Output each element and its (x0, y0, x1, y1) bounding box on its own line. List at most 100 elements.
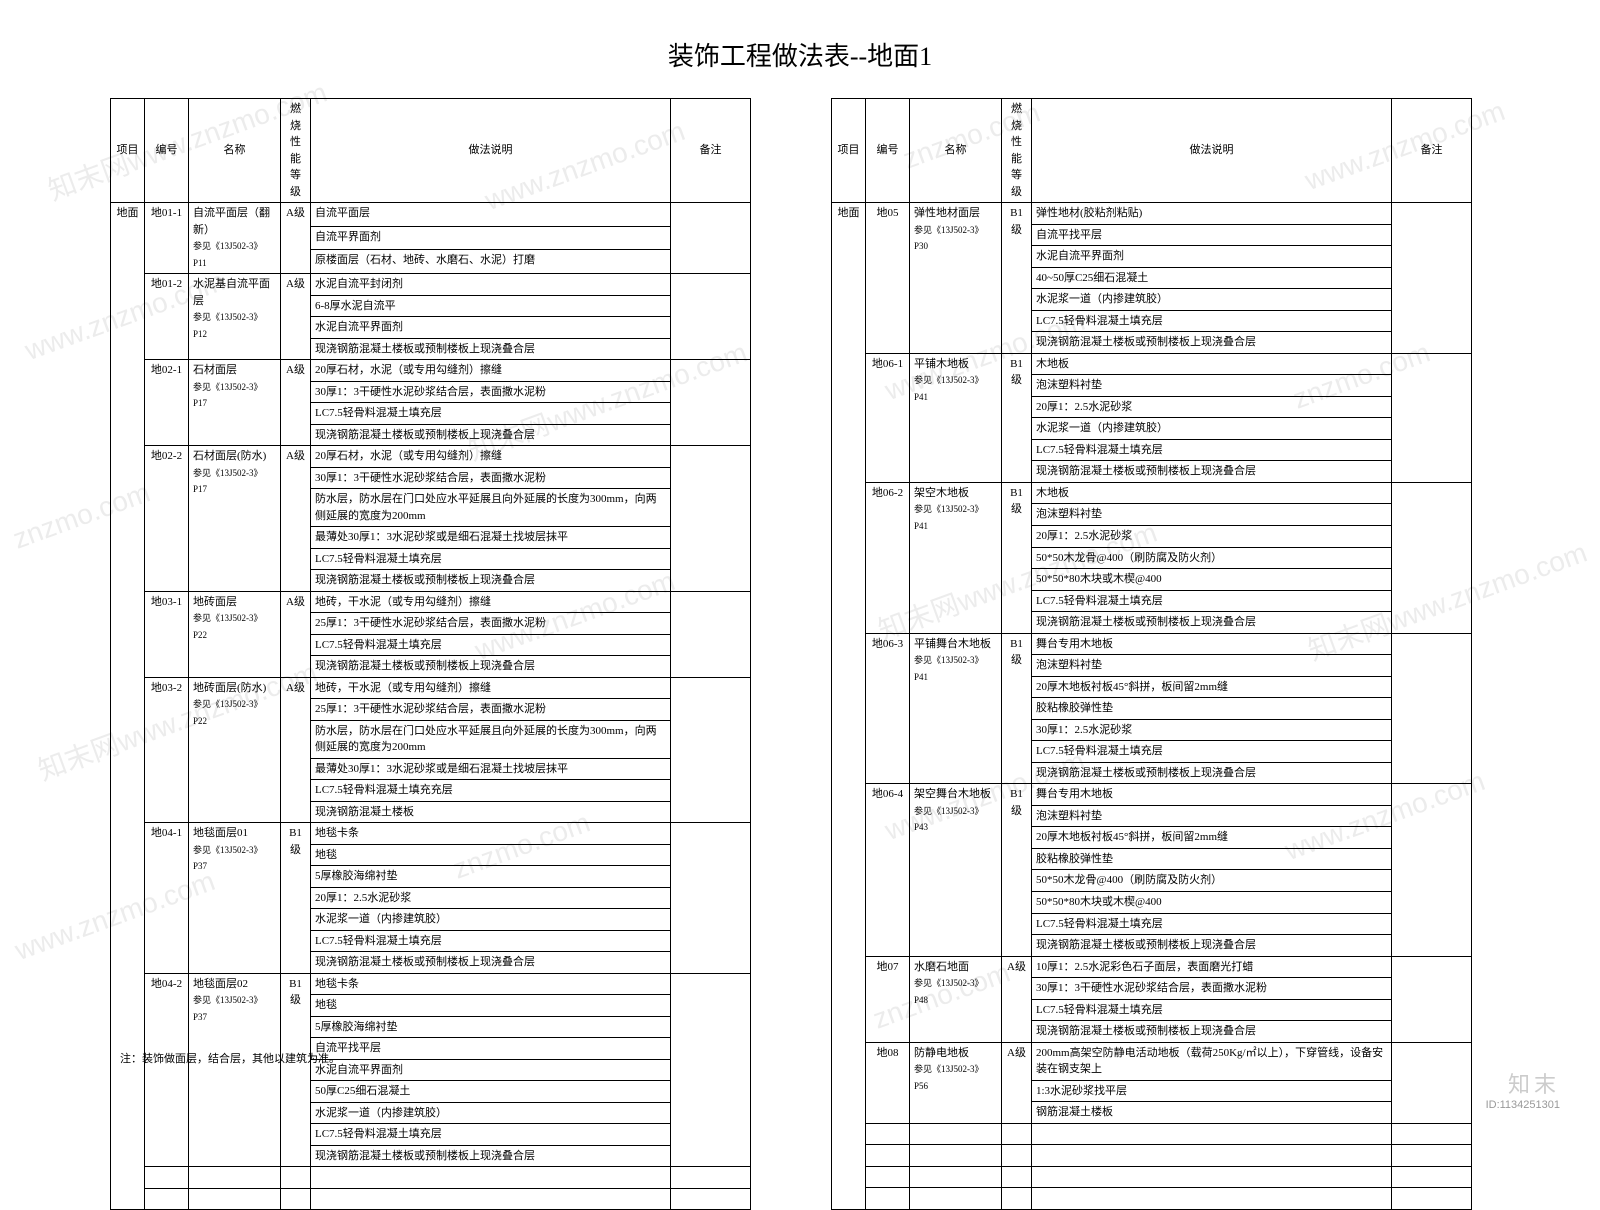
name-cell: 平铺木地板参见《13J502-3》P41 (910, 353, 1002, 482)
desc-cell: 舞台专用木地板 (1032, 784, 1392, 806)
name-cell: 地毯面层02参见《13J502-3》P37 (189, 973, 281, 1167)
desc-cell: 防水层，防水层在门口处应水平延展且向外延展的长度为300mm，向两侧延展的宽度为… (311, 489, 671, 527)
desc-cell: LC7.5轻骨料混凝土填充层 (1032, 741, 1392, 763)
desc-cell: 水泥自流平界面剂 (311, 1059, 671, 1081)
name-cell: 地毯面层01参见《13J502-3》P37 (189, 823, 281, 974)
table-row: 地04-1地毯面层01参见《13J502-3》P37B1级地毯卡条 (111, 823, 751, 845)
note-cell (1392, 353, 1472, 482)
name-cell: 地砖面层参见《13J502-3》P22 (189, 591, 281, 677)
grade-cell (1002, 1188, 1032, 1210)
desc-cell: 水泥浆一道（内掺建筑胶） (1032, 289, 1392, 311)
desc-cell: 现浇钢筋混凝土楼板或预制楼板上现浇叠合层 (311, 1145, 671, 1167)
th-grade: 燃烧性 能等级 (281, 99, 311, 203)
th-code: 编号 (866, 99, 910, 203)
desc-cell: 木地板 (1032, 482, 1392, 504)
grade-cell: A级 (281, 591, 311, 677)
note-cell (1392, 633, 1472, 784)
desc-cell: 20厚1：2.5水泥砂浆 (1032, 525, 1392, 547)
desc-cell: 水泥浆一道（内掺建筑胶） (1032, 418, 1392, 440)
desc-cell: 30厚1：2.5水泥砂浆 (1032, 719, 1392, 741)
desc-cell: 现浇钢筋混凝土楼板或预制楼板上现浇叠合层 (1032, 461, 1392, 483)
desc-cell: LC7.5轻骨料混凝土填充层 (311, 1124, 671, 1146)
table-row: 地面地01-1自流平面层（翻新）参见《13J502-3》P11A级自流平面层 (111, 203, 751, 227)
table-row: 地01-2水泥基自流平面层参见《13J502-3》P12A级水泥自流平封闭剂 (111, 274, 751, 296)
grade-cell (1002, 1145, 1032, 1167)
th-proj: 项目 (832, 99, 866, 203)
code-cell (866, 1166, 910, 1188)
desc-cell: LC7.5轻骨料混凝土填充充层 (311, 780, 671, 802)
desc-cell: 50*50木龙骨@400（刷防腐及防火剂） (1032, 547, 1392, 569)
grade-cell: A级 (1002, 956, 1032, 1042)
page-title: 装饰工程做法表--地面1 (0, 36, 1600, 73)
th-grade: 燃烧性 能等级 (1002, 99, 1032, 203)
desc-cell (311, 1167, 671, 1189)
desc-cell: 50厚C25细石混凝土 (311, 1081, 671, 1103)
note-cell (1392, 784, 1472, 956)
code-cell: 地06-2 (866, 482, 910, 633)
table-row (832, 1188, 1472, 1210)
desc-cell: 舞台专用木地板 (1032, 633, 1392, 655)
grade-cell (281, 1188, 311, 1210)
note-cell (671, 1188, 751, 1210)
desc-cell: LC7.5轻骨料混凝土填充层 (1032, 913, 1392, 935)
table-row: 地03-1地砖面层参见《13J502-3》P22A级地砖，干水泥（或专用勾缝剂）… (111, 591, 751, 613)
desc-cell: 现浇钢筋混凝土楼板或预制楼板上现浇叠合层 (1032, 935, 1392, 957)
desc-cell (311, 1188, 671, 1210)
note-cell (1392, 1145, 1472, 1167)
desc-cell: 50*50*80木块或木楔@400 (1032, 892, 1392, 914)
name-cell: 水泥基自流平面层参见《13J502-3》P12 (189, 274, 281, 360)
table-row: 地08防静电地板参见《13J502-3》P56A级200mm高架空防静电活动地板… (832, 1042, 1472, 1080)
desc-cell: 现浇钢筋混凝土楼板或预制楼板上现浇叠合层 (311, 338, 671, 360)
note-cell (671, 591, 751, 677)
code-cell (145, 1188, 189, 1210)
desc-cell: 现浇钢筋混凝土楼板或预制楼板上现浇叠合层 (1032, 762, 1392, 784)
desc-cell: 现浇钢筋混凝土楼板或预制楼板上现浇叠合层 (1032, 612, 1392, 634)
code-cell: 地02-1 (145, 360, 189, 446)
desc-cell: 现浇钢筋混凝土楼板 (311, 801, 671, 823)
table-row: 地06-4架空舞台木地板参见《13J502-3》P43B1级舞台专用木地板 (832, 784, 1472, 806)
desc-cell: 防水层，防水层在门口处应水平延展且向外延展的长度为300mm，向两侧延展的宽度为… (311, 720, 671, 758)
desc-cell: 钢筋混凝土楼板 (1032, 1102, 1392, 1124)
code-cell: 地06-1 (866, 353, 910, 482)
name-cell: 架空木地板参见《13J502-3》P41 (910, 482, 1002, 633)
desc-cell: 地毯 (311, 844, 671, 866)
desc-cell: 30厚1：3干硬性水泥砂浆结合层，表面撒水泥粉 (311, 467, 671, 489)
table-row (111, 1188, 751, 1210)
desc-cell: 20厚木地板衬板45°斜拼，板间留2mm缝 (1032, 827, 1392, 849)
table-row: 地06-2架空木地板参见《13J502-3》P41B1级木地板 (832, 482, 1472, 504)
desc-cell: 泡沫塑料衬垫 (1032, 504, 1392, 526)
code-cell: 地06-4 (866, 784, 910, 956)
desc-cell: 25厚1：3干硬性水泥砂浆结合层，表面撒水泥粉 (311, 613, 671, 635)
desc-cell: 弹性地材(胶粘剂粘贴) (1032, 203, 1392, 225)
desc-cell: 地砖，干水泥（或专用勾缝剂）擦缝 (311, 591, 671, 613)
code-cell: 地08 (866, 1042, 910, 1123)
table-row: 地07水磨石地面参见《13J502-3》P48A级10厚1：2.5水泥彩色石子面… (832, 956, 1472, 978)
desc-cell: LC7.5轻骨料混凝土填充层 (1032, 439, 1392, 461)
desc-cell: 20厚1：2.5水泥砂浆 (1032, 396, 1392, 418)
footer-id: ID:1134251301 (1486, 1099, 1560, 1111)
desc-cell: 胶粘橡胶弹性垫 (1032, 848, 1392, 870)
name-cell (189, 1188, 281, 1210)
name-cell (910, 1166, 1002, 1188)
code-cell (866, 1188, 910, 1210)
left-table: 项目 编号 名称 燃烧性 能等级 做法说明 备注 地面地01-1自流平面层（翻新… (110, 98, 751, 1210)
note-cell (1392, 203, 1472, 354)
table-row: 地06-1平铺木地板参见《13J502-3》P41B1级木地板 (832, 353, 1472, 375)
desc-cell: LC7.5轻骨料混凝土填充层 (1032, 590, 1392, 612)
code-cell: 地03-1 (145, 591, 189, 677)
desc-cell: 最薄处30厚1：3水泥砂浆或是细石混凝土找坡层抹平 (311, 527, 671, 549)
desc-cell: 水泥浆一道（内掺建筑胶） (311, 1102, 671, 1124)
desc-cell: 现浇钢筋混凝土楼板或预制楼板上现浇叠合层 (1032, 1021, 1392, 1043)
name-cell: 地砖面层(防水)参见《13J502-3》P22 (189, 677, 281, 823)
desc-cell: 自流平找平层 (311, 1038, 671, 1060)
th-name: 名称 (910, 99, 1002, 203)
code-cell: 地06-3 (866, 633, 910, 784)
desc-cell: 胶粘橡胶弹性垫 (1032, 698, 1392, 720)
grade-cell: B1级 (1002, 482, 1032, 633)
desc-cell: 50*50木龙骨@400（刷防腐及防火剂） (1032, 870, 1392, 892)
desc-cell: 自流平找平层 (1032, 224, 1392, 246)
note-cell (1392, 956, 1472, 1042)
table-row: 地06-3平铺舞台木地板参见《13J502-3》P41B1级舞台专用木地板 (832, 633, 1472, 655)
name-cell: 水磨石地面参见《13J502-3》P48 (910, 956, 1002, 1042)
desc-cell: LC7.5轻骨料混凝土填充层 (311, 634, 671, 656)
